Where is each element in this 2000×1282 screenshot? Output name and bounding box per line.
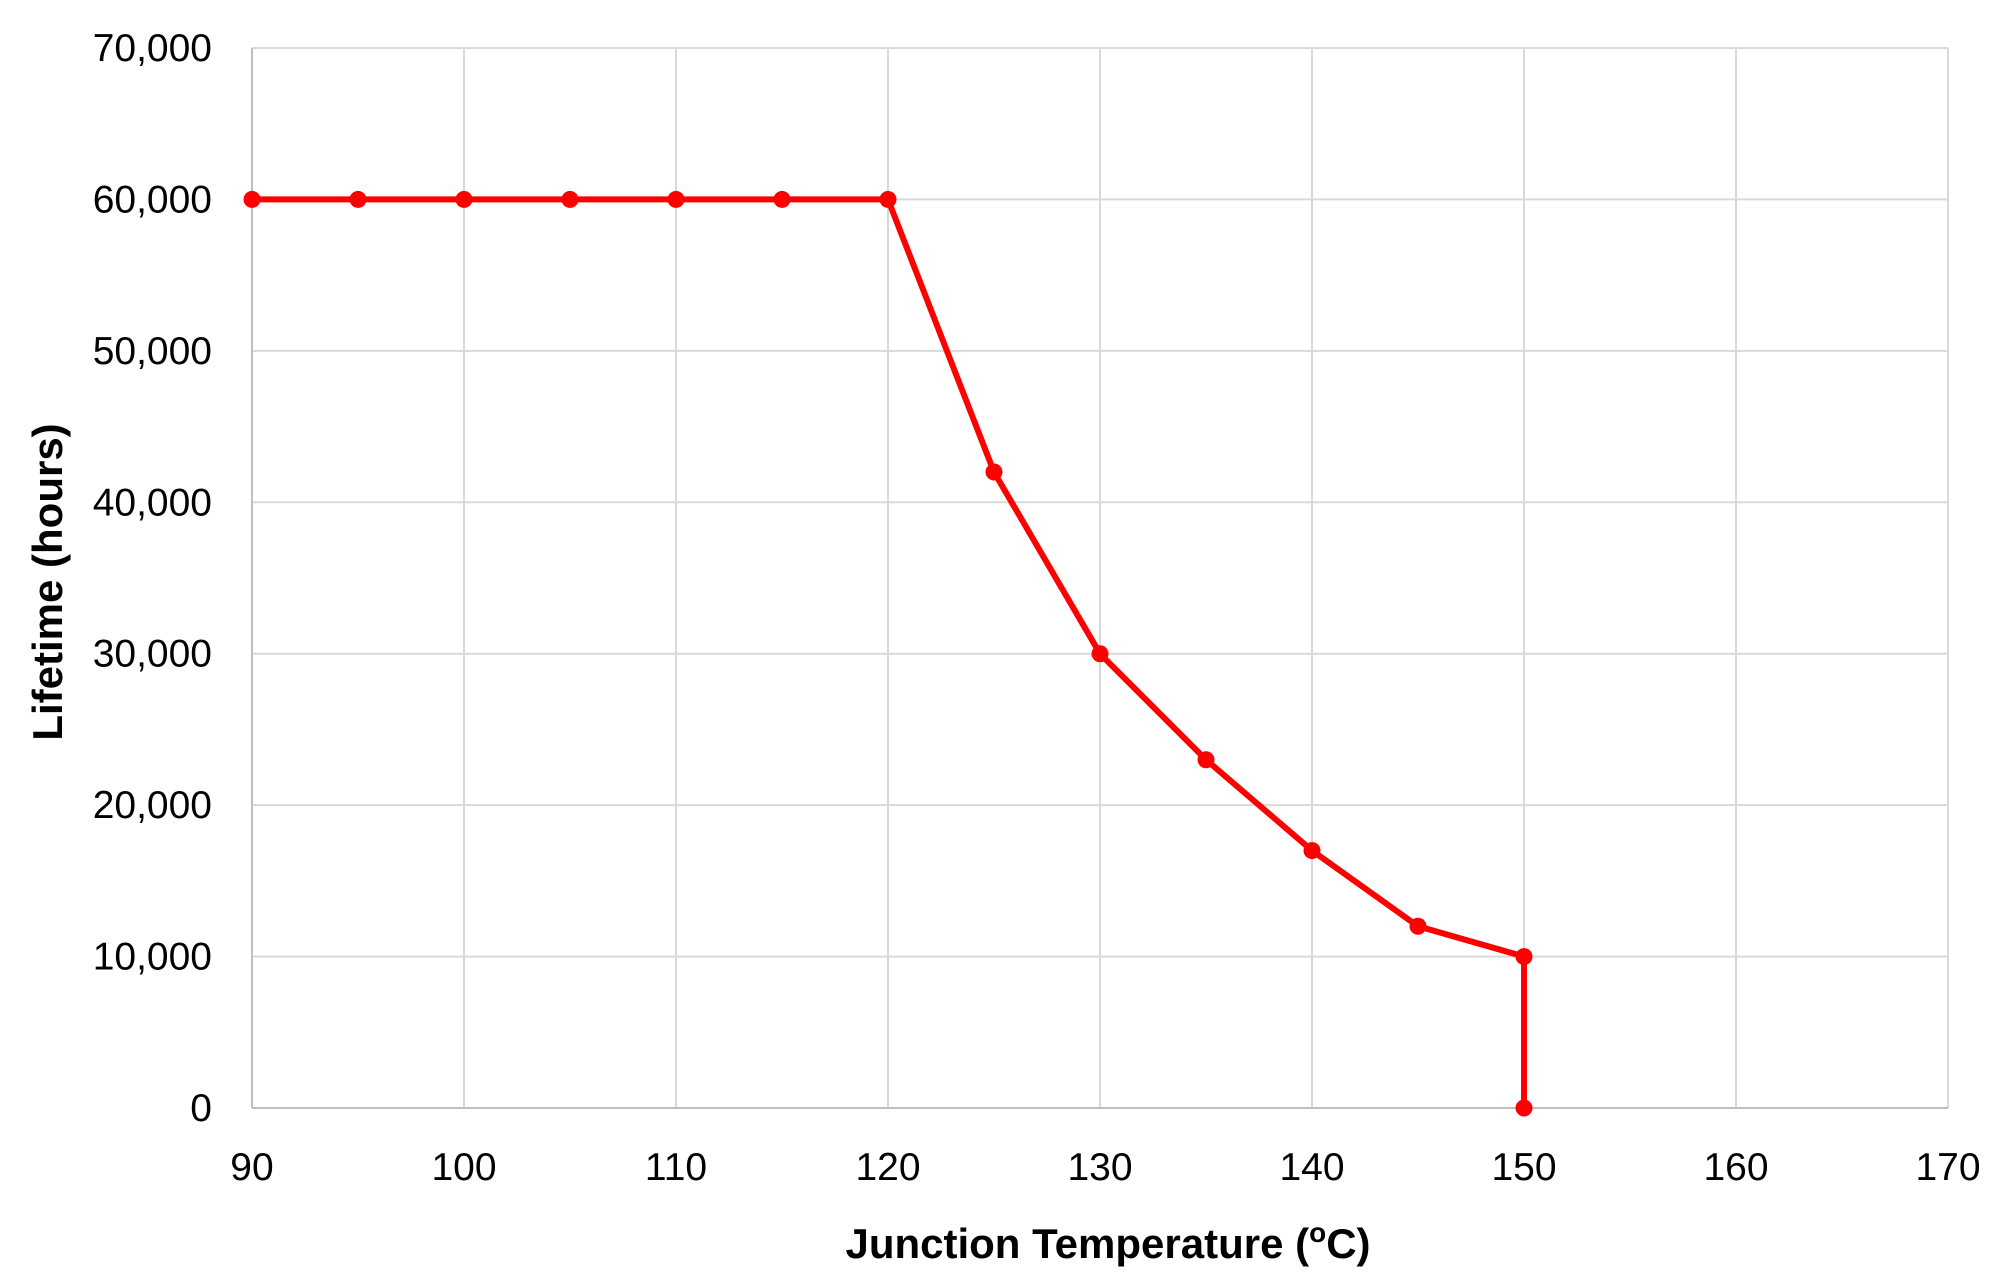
data-point bbox=[667, 190, 685, 208]
data-point bbox=[1515, 1099, 1533, 1117]
data-point bbox=[1091, 645, 1109, 663]
series-lifetime bbox=[243, 190, 1533, 1117]
x-tick-label: 170 bbox=[1915, 1146, 1980, 1189]
x-tick-label: 110 bbox=[645, 1146, 707, 1189]
data-point bbox=[985, 463, 1003, 481]
y-tick-label: 10,000 bbox=[93, 936, 212, 979]
data-point bbox=[879, 190, 897, 208]
y-axis-title: Lifetime (hours) bbox=[24, 423, 71, 740]
data-point bbox=[349, 190, 367, 208]
y-tick-label: 60,000 bbox=[93, 178, 212, 221]
y-tick-label: 50,000 bbox=[93, 330, 212, 373]
data-point bbox=[773, 190, 791, 208]
x-tick-label: 160 bbox=[1703, 1146, 1768, 1189]
y-tick-label: 30,000 bbox=[93, 633, 212, 676]
data-point bbox=[243, 190, 261, 208]
tick-labels: 0 10,000 20,000 30,000 40,000 50,000 60,000 70,… bbox=[93, 27, 1981, 1189]
y-tick-label: 40,000 bbox=[93, 481, 212, 524]
x-tick-label: 150 bbox=[1491, 1146, 1556, 1189]
data-point bbox=[1409, 917, 1427, 935]
series-line bbox=[249, 196, 1527, 1111]
axes bbox=[251, 48, 1948, 1109]
y-tick-label: 20,000 bbox=[93, 784, 212, 827]
x-tick-label: 100 bbox=[431, 1146, 496, 1189]
y-tick-label: 0 bbox=[190, 1087, 212, 1130]
x-tick-label: 130 bbox=[1067, 1146, 1132, 1189]
data-point bbox=[1197, 751, 1215, 769]
data-point bbox=[1303, 842, 1321, 860]
x-axis-title: Junction Temperature (oC) bbox=[845, 1217, 1370, 1267]
data-point bbox=[561, 190, 579, 208]
data-point bbox=[455, 190, 473, 208]
x-tick-label: 140 bbox=[1279, 1146, 1344, 1189]
data-point bbox=[1515, 948, 1533, 966]
x-tick-label: 90 bbox=[230, 1146, 273, 1189]
grid-lines bbox=[252, 47, 1949, 1108]
x-tick-label: 120 bbox=[855, 1146, 920, 1189]
y-tick-label: 70,000 bbox=[93, 27, 212, 70]
